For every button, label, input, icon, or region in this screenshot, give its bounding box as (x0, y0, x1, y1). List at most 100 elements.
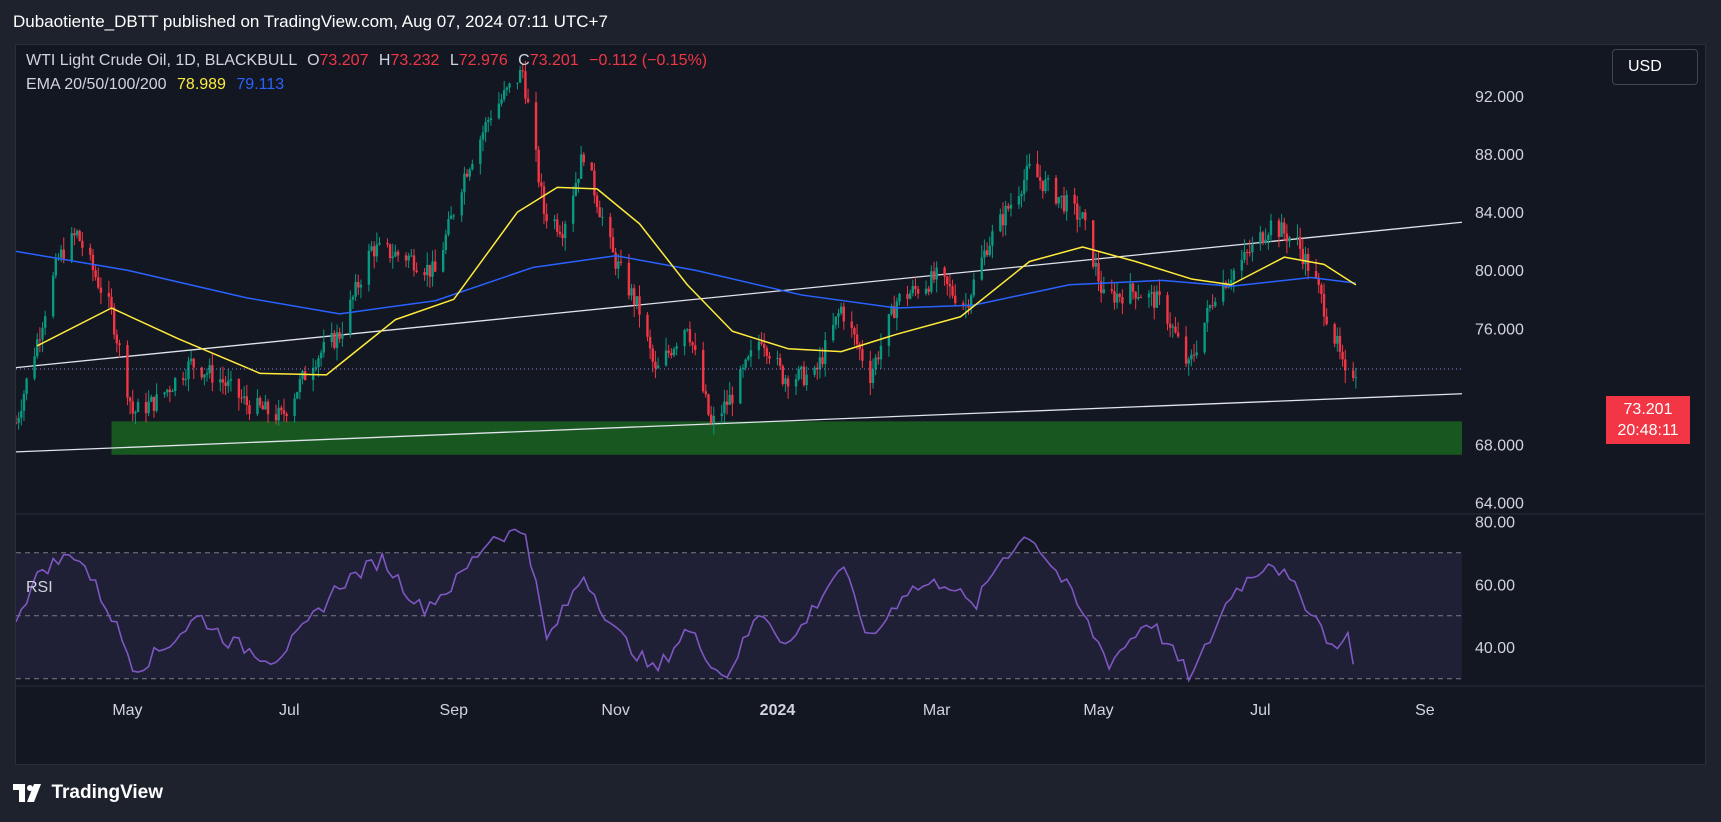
candle-body (1176, 332, 1180, 337)
currency-button[interactable]: USD (1612, 49, 1698, 85)
candle-body (184, 379, 188, 381)
chart-frame[interactable]: 92.000 88.000 84.000 80.000 76.000 68.000 64.0… (15, 44, 1706, 765)
candle-body (1036, 163, 1039, 178)
candle-body (70, 233, 73, 261)
candle-body (1325, 316, 1328, 324)
time-tick-label: Jul (279, 702, 299, 719)
candle-body (831, 324, 835, 341)
ema-yellow-line (36, 186, 1357, 376)
candle-body (1158, 291, 1161, 296)
tradingview-logo-icon[interactable] (13, 784, 43, 802)
candle-body (1251, 244, 1254, 253)
candle-body (1054, 177, 1058, 204)
candle-body (709, 414, 713, 423)
tradingview-brand[interactable]: TradingView (51, 782, 164, 803)
candle-body (205, 373, 209, 375)
high-label: H (378, 52, 391, 69)
candle-body (351, 296, 355, 300)
candle-body (1195, 352, 1198, 356)
candle-body (341, 333, 344, 339)
candle-body (264, 401, 267, 410)
candle-body (1078, 218, 1082, 220)
candle-body (675, 346, 678, 349)
candle-body (41, 327, 44, 340)
candle-body (229, 379, 233, 381)
candle-body (258, 397, 262, 406)
candle-body (842, 306, 846, 322)
candle-body (1137, 297, 1140, 299)
candle-body (1134, 291, 1137, 299)
candle-body (701, 350, 705, 392)
candle-body (648, 336, 652, 349)
candle-body (1240, 259, 1243, 271)
candle-body (619, 261, 623, 263)
candle-body (542, 186, 546, 214)
candle-body (112, 307, 116, 335)
candle-body (524, 71, 527, 99)
time-tick-label: Sep (440, 702, 469, 719)
candle-body (784, 378, 787, 384)
candle-body (861, 349, 864, 361)
price-pane (16, 60, 1463, 455)
candle-body (1285, 233, 1289, 242)
candle-body (426, 264, 429, 276)
rsi-line (16, 528, 1355, 683)
candle-body (521, 70, 524, 72)
candle-body (874, 357, 877, 370)
candle-body (240, 397, 243, 399)
candle-body (460, 192, 463, 216)
candle-body (691, 342, 694, 346)
axes: 92.000 88.000 84.000 80.000 76.000 68.000 64.0… (16, 89, 1705, 719)
ema-legend: EMA 20/50/100/200 78.989 79.113 (26, 76, 284, 94)
candle-body (152, 396, 156, 411)
candle-body (834, 316, 838, 325)
candle-body (954, 295, 957, 304)
candle-body (221, 379, 225, 383)
candle-body (1062, 195, 1066, 212)
candle-body (404, 255, 408, 261)
open-label: O (307, 52, 320, 69)
candle-body (1007, 205, 1010, 209)
candle-body (407, 255, 410, 261)
candle-body (800, 366, 803, 369)
candle-body (906, 293, 909, 299)
candle-body (935, 267, 938, 280)
candle-body (537, 149, 540, 183)
candle-body (434, 261, 437, 272)
candle-body (1147, 293, 1151, 298)
candle-body (25, 378, 28, 394)
candle-body (285, 413, 288, 416)
price-tick-label: 68.000 (1475, 438, 1524, 455)
chart-canvas[interactable]: 92.000 88.000 84.000 80.000 76.000 68.000 64.0… (16, 45, 1705, 764)
candle-body (410, 255, 413, 257)
symbol-title[interactable]: WTI Light Crude Oil, 1D, BLACKBULL (26, 52, 297, 69)
candle-body (447, 219, 450, 235)
candle-body (855, 334, 859, 345)
low-value: 72.976 (458, 52, 508, 69)
candle-body (821, 357, 824, 365)
rsi-label[interactable]: RSI (26, 579, 53, 596)
support-zone (111, 421, 1462, 455)
ema-label[interactable]: EMA 20/50/100/200 (26, 76, 167, 93)
candle-body (59, 249, 63, 258)
candle-body (354, 281, 357, 297)
candle-body (1110, 289, 1113, 292)
candle-body (147, 401, 150, 414)
candle-body (818, 357, 822, 370)
candle-body (1004, 205, 1007, 226)
candle-body (17, 417, 20, 424)
price-tick-label: 80.000 (1475, 263, 1524, 280)
candle-body (1139, 297, 1143, 299)
price-tick-label: 64.000 (1475, 496, 1524, 513)
candle-body (468, 169, 471, 177)
ema-blue-line (16, 250, 1356, 315)
candle-body (1060, 195, 1063, 198)
candle-body (768, 355, 771, 359)
candle-body (805, 374, 808, 386)
candle-body (1150, 292, 1153, 294)
candle-body (553, 219, 556, 222)
candle-body (173, 378, 177, 391)
candle-body (1208, 305, 1212, 309)
candle-body (574, 182, 578, 196)
candle-body (1190, 354, 1193, 360)
